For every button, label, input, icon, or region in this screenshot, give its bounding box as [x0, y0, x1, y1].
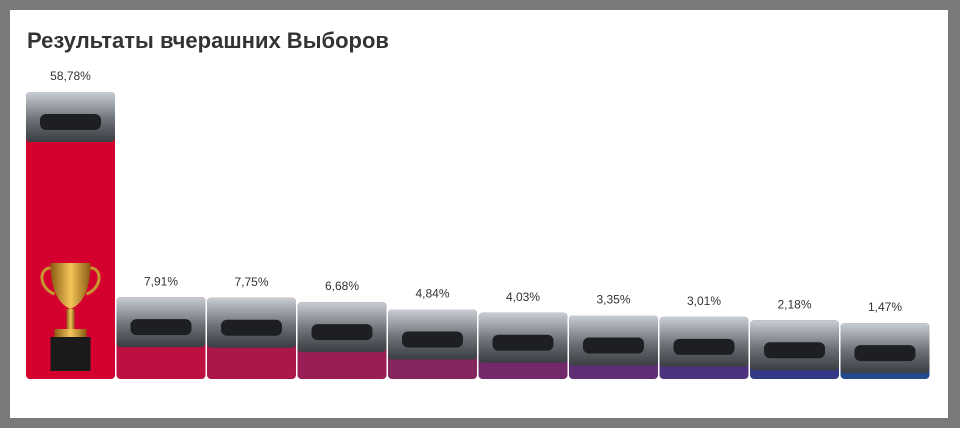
bar-group	[478, 312, 568, 379]
car-silhouette	[402, 331, 463, 348]
car-silhouette	[311, 324, 373, 341]
value-label: 4,03%	[506, 290, 540, 304]
bar-group	[388, 309, 477, 379]
value-label: 58,78%	[50, 69, 91, 83]
bar-group	[116, 297, 206, 379]
bar	[26, 92, 115, 379]
trophy-handles	[40, 266, 101, 296]
bar-group	[297, 302, 387, 379]
car-silhouette	[854, 345, 916, 362]
car-silhouette	[130, 319, 192, 336]
car-silhouette	[673, 338, 735, 355]
bar-group	[750, 320, 839, 379]
value-label: 1,47%	[868, 300, 902, 314]
bar-group	[840, 323, 930, 379]
trophy-base	[54, 329, 87, 337]
car-silhouette	[40, 114, 101, 130]
trophy-stem	[66, 309, 75, 329]
value-label: 7,75%	[234, 275, 268, 289]
car-silhouette	[221, 319, 282, 336]
value-label: 3,35%	[596, 293, 630, 307]
car-silhouette	[583, 337, 644, 354]
bar-group	[659, 316, 749, 379]
car-silhouette	[492, 334, 554, 351]
value-label: 4,84%	[415, 287, 449, 301]
trophy-cup	[50, 263, 91, 309]
trophy-plinth	[50, 337, 91, 371]
bar-group	[26, 92, 115, 379]
value-label: 6,68%	[325, 279, 359, 293]
chart-title: Результаты вчерашних Выборов	[27, 28, 389, 53]
value-label: 2,18%	[777, 297, 811, 311]
value-label: 7,91%	[144, 274, 178, 288]
car-silhouette	[764, 342, 825, 359]
value-label: 3,01%	[687, 294, 721, 308]
bar-group	[207, 297, 296, 379]
bar-group	[569, 315, 658, 379]
